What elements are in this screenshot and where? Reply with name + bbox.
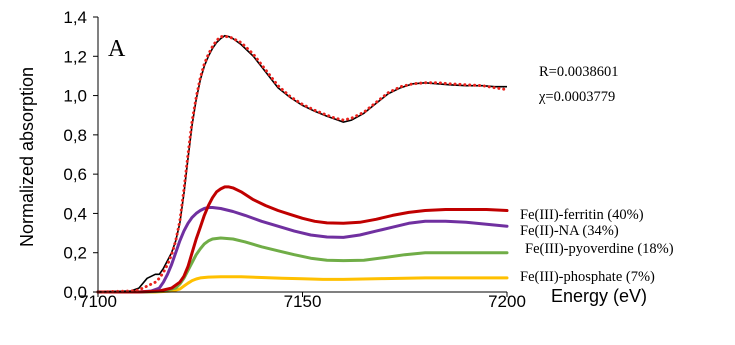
y-tick-label: 0,4	[63, 204, 87, 223]
y-tick-label: 0,8	[63, 126, 87, 145]
y-tick-label: 1,4	[63, 8, 87, 27]
series-label-3: Fe(II)-NA (34%)	[520, 223, 619, 239]
series-line-0	[97, 34, 507, 293]
y-tick-labels: 0,0 0,2 0,4 0,6 0,8 1,0 1,2 1,4	[63, 8, 87, 302]
x-tick-label: 7150	[284, 292, 322, 311]
x-tick-label: 7200	[488, 292, 526, 311]
fit-stat-chi: χ=0.0003779	[538, 89, 615, 105]
series-layer	[96, 34, 509, 294]
y-tick-label: 0,6	[63, 165, 87, 184]
y-tick-label: 0,2	[63, 244, 87, 263]
axes-layer	[93, 16, 508, 297]
x-tick-label: 7100	[79, 292, 117, 311]
series-line-3	[96, 206, 509, 294]
y-axis-title: Normalized absorption	[17, 67, 37, 247]
fit-stat-r: R=0.0038601	[539, 64, 618, 80]
panel-label: A	[108, 36, 126, 62]
series-line-1	[96, 35, 509, 294]
x-axis-title: Energy (eV)	[551, 286, 647, 306]
y-tick-label: 1,2	[63, 47, 87, 66]
series-label-2: Fe(III)-ferritin (40%)	[520, 207, 644, 223]
series-label-4: Fe(III)-pyoverdine (18%)	[525, 241, 674, 257]
series-label-5: Fe(III)-phosphate (7%)	[520, 269, 655, 285]
series-line-4	[96, 236, 509, 294]
y-tick-label: 0,0	[63, 283, 87, 302]
y-tick-label: 1,0	[63, 87, 87, 106]
x-tick-labels: 7100 7150 7200	[79, 292, 526, 311]
series-line-5	[96, 275, 509, 294]
series-labels: Fe(III)-ferritin (40%)Fe(II)-NA (34%) Fe(…	[520, 207, 674, 285]
series-line-2	[96, 185, 509, 294]
